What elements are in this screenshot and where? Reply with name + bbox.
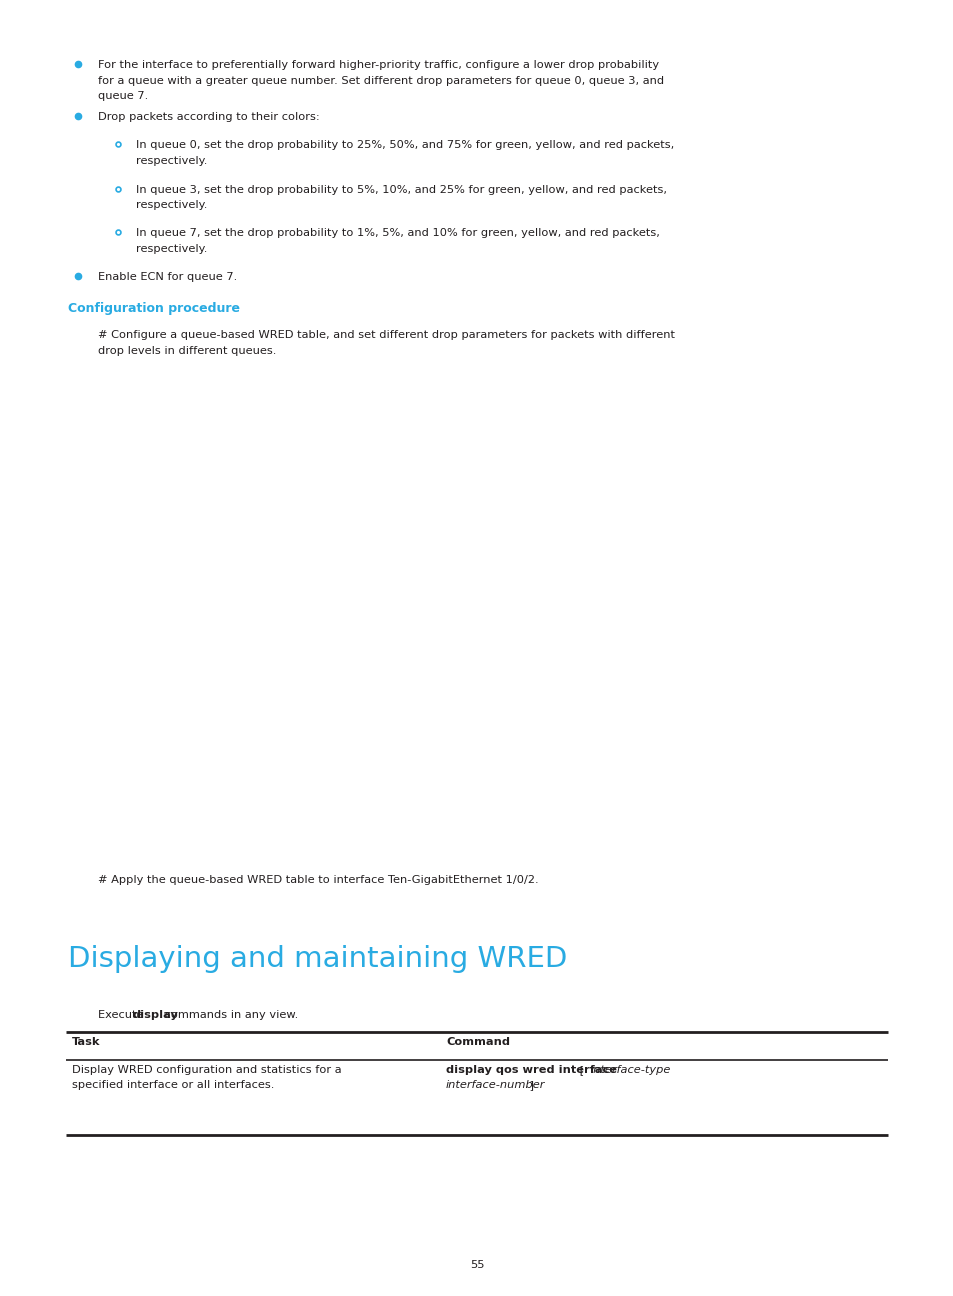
Text: respectively.: respectively. — [136, 156, 207, 166]
Text: respectively.: respectively. — [136, 201, 207, 210]
Text: 55: 55 — [469, 1260, 484, 1270]
Text: interface-type: interface-type — [590, 1065, 671, 1074]
Text: for a queue with a greater queue number. Set different drop parameters for queue: for a queue with a greater queue number.… — [98, 75, 663, 86]
Text: Enable ECN for queue 7.: Enable ECN for queue 7. — [98, 272, 237, 283]
Text: specified interface or all interfaces.: specified interface or all interfaces. — [71, 1081, 274, 1090]
Text: # Configure a queue-based WRED table, and set different drop parameters for pack: # Configure a queue-based WRED table, an… — [98, 330, 675, 340]
Text: ]: ] — [525, 1081, 534, 1090]
Text: queue 7.: queue 7. — [98, 91, 148, 101]
Text: [: [ — [576, 1065, 587, 1074]
Text: For the interface to preferentially forward higher-priority traffic, configure a: For the interface to preferentially forw… — [98, 60, 659, 70]
Text: Task: Task — [71, 1037, 100, 1047]
Text: Display WRED configuration and statistics for a: Display WRED configuration and statistic… — [71, 1065, 341, 1074]
Text: In queue 0, set the drop probability to 25%, 50%, and 75% for green, yellow, and: In queue 0, set the drop probability to … — [136, 140, 674, 150]
Text: Displaying and maintaining WRED: Displaying and maintaining WRED — [68, 945, 567, 973]
Text: In queue 3, set the drop probability to 5%, 10%, and 25% for green, yellow, and : In queue 3, set the drop probability to … — [136, 185, 666, 194]
Text: Configuration procedure: Configuration procedure — [68, 302, 240, 315]
Text: drop levels in different queues.: drop levels in different queues. — [98, 346, 276, 355]
Text: In queue 7, set the drop probability to 1%, 5%, and 10% for green, yellow, and r: In queue 7, set the drop probability to … — [136, 228, 659, 238]
Text: Drop packets according to their colors:: Drop packets according to their colors: — [98, 111, 319, 122]
Text: # Apply the queue-based WRED table to interface Ten-GigabitEthernet 1/0/2.: # Apply the queue-based WRED table to in… — [98, 875, 538, 885]
Text: display: display — [132, 1010, 178, 1020]
Text: display qos wred interface: display qos wred interface — [446, 1065, 617, 1074]
Text: Command: Command — [446, 1037, 510, 1047]
Text: commands in any view.: commands in any view. — [161, 1010, 298, 1020]
Text: Execute: Execute — [98, 1010, 147, 1020]
Text: respectively.: respectively. — [136, 244, 207, 254]
Text: interface-number: interface-number — [446, 1081, 545, 1090]
